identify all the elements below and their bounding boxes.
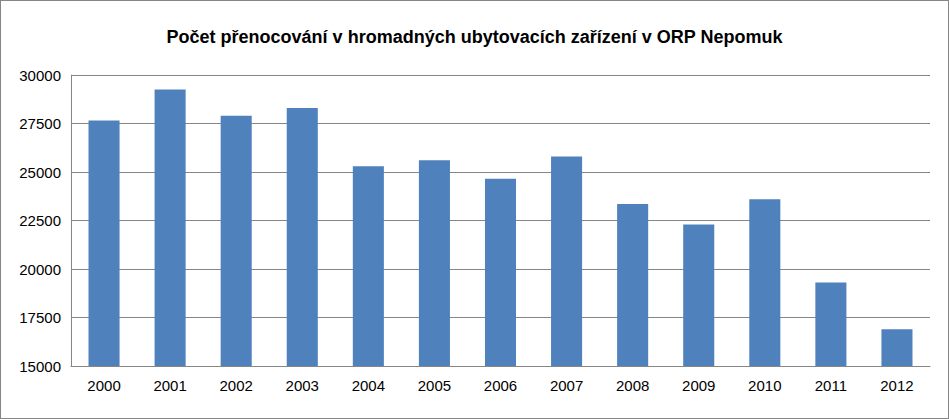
svg-text:2009: 2009	[682, 377, 715, 394]
svg-text:2004: 2004	[352, 377, 385, 394]
svg-text:15000: 15000	[19, 358, 61, 375]
svg-text:2011: 2011	[815, 377, 847, 394]
svg-text:2005: 2005	[418, 377, 451, 394]
svg-text:17500: 17500	[19, 309, 61, 326]
svg-text:Počet přenocování v hromadných: Počet přenocování v hromadných ubytovací…	[167, 27, 784, 47]
svg-text:2006: 2006	[484, 377, 517, 394]
svg-text:25000: 25000	[19, 164, 61, 181]
svg-text:2012: 2012	[880, 377, 913, 394]
svg-text:2010: 2010	[748, 377, 781, 394]
svg-text:2007: 2007	[550, 377, 583, 394]
svg-text:22500: 22500	[19, 212, 61, 229]
svg-text:2002: 2002	[220, 377, 253, 394]
svg-text:30000: 30000	[19, 67, 61, 84]
svg-text:2003: 2003	[286, 377, 319, 394]
svg-text:20000: 20000	[19, 261, 61, 278]
svg-text:2001: 2001	[153, 377, 186, 394]
svg-text:2008: 2008	[616, 377, 649, 394]
svg-text:27500: 27500	[19, 115, 61, 132]
svg-text:2000: 2000	[87, 377, 120, 394]
